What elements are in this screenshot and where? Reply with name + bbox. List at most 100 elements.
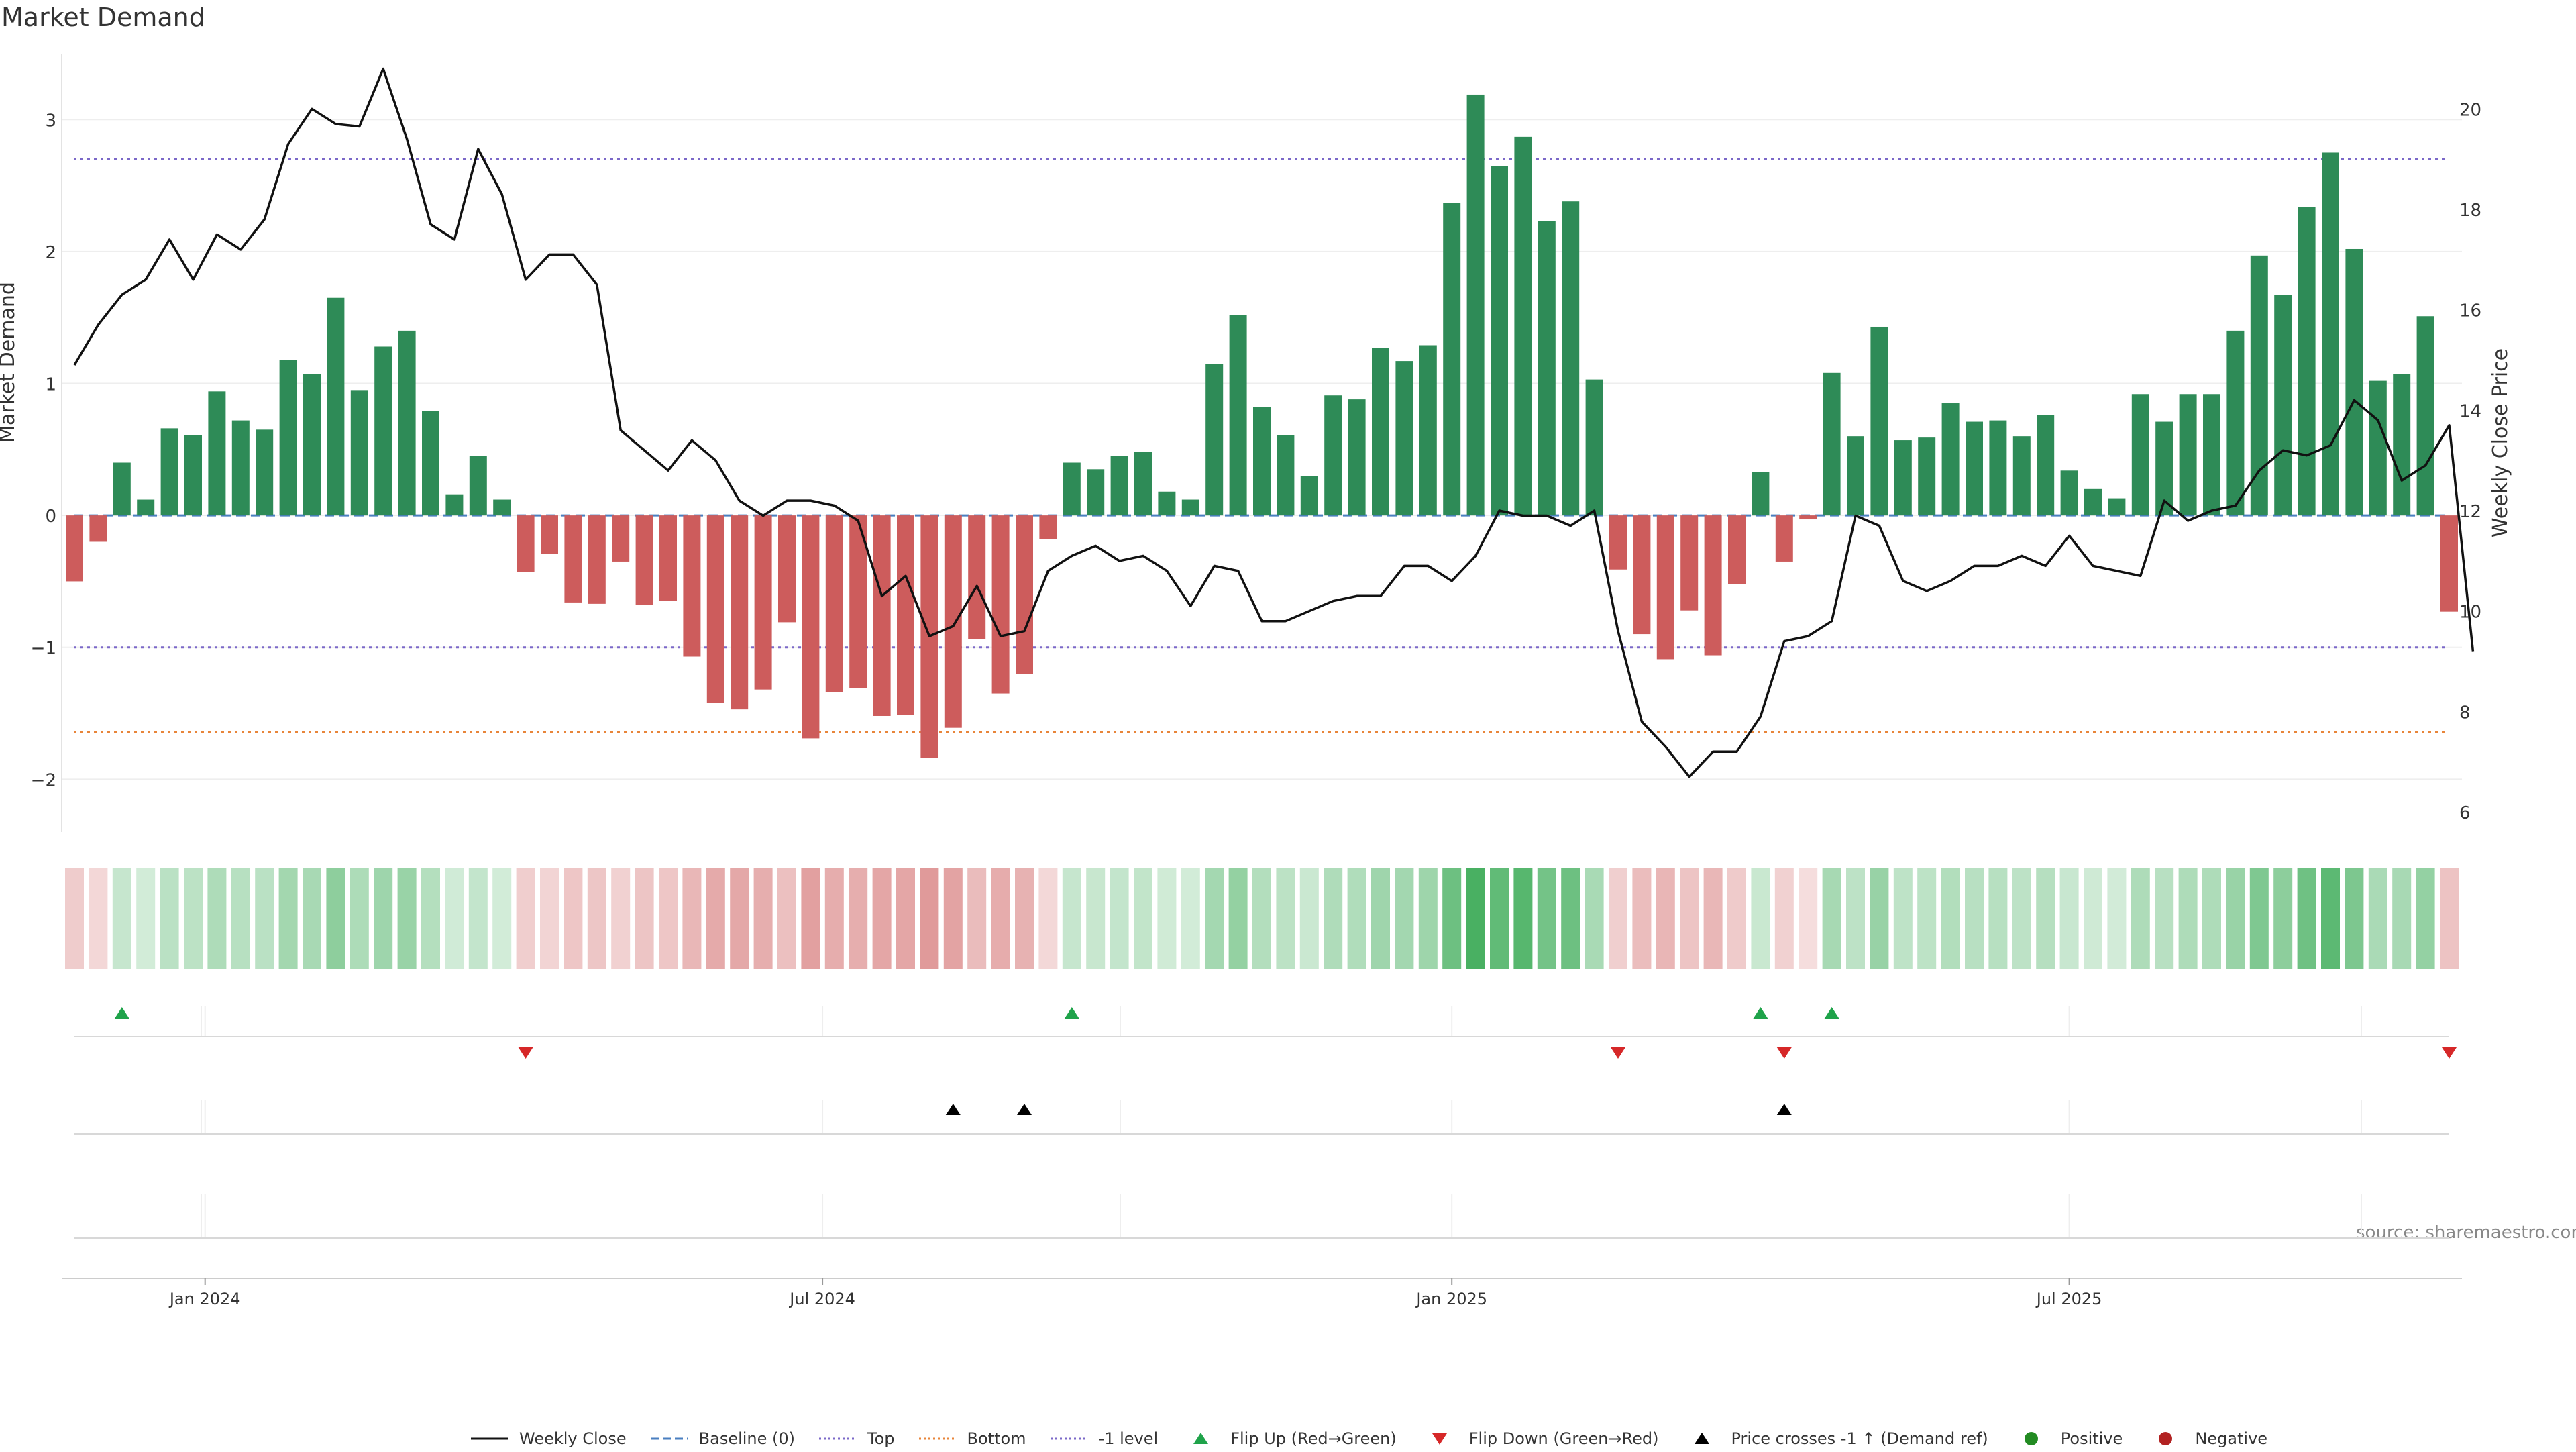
demand-bar <box>1823 372 1841 516</box>
demand-bar <box>1466 94 1485 516</box>
legend-swatch <box>1049 1431 1089 1447</box>
heat-cell <box>991 868 1010 969</box>
demand-bar <box>493 499 511 516</box>
demand-bar <box>1181 499 1199 516</box>
legend-swatch <box>918 1431 958 1447</box>
demand-bar <box>588 515 606 604</box>
demand-bar <box>1491 166 1508 516</box>
demand-bar <box>1562 201 1580 516</box>
heat-cell <box>920 868 939 969</box>
heat-cell <box>1395 868 1414 969</box>
heat-cell <box>1799 868 1818 969</box>
heat-cell <box>445 868 464 969</box>
heat-cell <box>255 868 274 969</box>
heat-cell <box>564 868 583 969</box>
heat-cell <box>65 868 84 969</box>
y2-tick-label: 16 <box>2459 301 2481 321</box>
heat-cell <box>540 868 559 969</box>
heat-cell <box>872 868 892 969</box>
demand-bar <box>445 494 464 516</box>
heat-cell <box>303 868 321 969</box>
legend-swatch <box>2145 1431 2186 1447</box>
legend-item: Top <box>818 1429 895 1448</box>
demand-bar <box>2131 394 2149 516</box>
heat-cell <box>468 868 488 969</box>
heat-cell <box>2321 868 2340 969</box>
y2-tick-label: 14 <box>2459 401 2481 421</box>
heat-cell <box>659 868 678 969</box>
flip-down-marker <box>2442 1047 2457 1059</box>
demand-bar <box>256 429 274 516</box>
heat-cell <box>2059 868 2079 969</box>
legend-item: Baseline (0) <box>649 1429 795 1448</box>
heat-cell <box>1703 868 1723 969</box>
demand-bar <box>327 297 345 516</box>
demand-bar <box>683 515 701 657</box>
demand-bar <box>2179 394 2197 516</box>
heat-cell <box>2107 868 2127 969</box>
legend-item: Weekly Close <box>470 1429 627 1448</box>
demand-bar <box>160 428 178 516</box>
demand-bar <box>2440 515 2458 612</box>
demand-bar <box>1300 476 1318 516</box>
demand-bar <box>1277 435 1295 516</box>
heat-cell <box>421 868 440 969</box>
heat-cell <box>1276 868 1295 969</box>
legend-label: Baseline (0) <box>698 1429 796 1448</box>
y-tick-label: 1 <box>45 375 56 395</box>
demand-bar <box>541 515 558 554</box>
demand-bar <box>1134 452 1152 516</box>
heat-cell <box>2226 868 2245 969</box>
price-cross-marker <box>1017 1104 1032 1115</box>
heat-cell <box>849 868 868 969</box>
heat-cell <box>231 868 250 969</box>
legend-swatch <box>470 1431 510 1447</box>
price-cross-marker <box>1776 1104 1792 1115</box>
demand-bar <box>1372 348 1389 516</box>
heat-cell <box>1252 868 1271 969</box>
legend-swatch <box>1181 1431 1221 1447</box>
heat-cell <box>1181 868 1200 969</box>
x-tick-label: Jan 2024 <box>168 1290 241 1308</box>
flip-up-marker <box>1753 1007 1768 1019</box>
demand-bar <box>1514 136 1532 516</box>
heat-cell <box>516 868 535 969</box>
demand-bar <box>2298 207 2316 516</box>
heat-cell <box>2345 868 2364 969</box>
demand-bar <box>1324 395 1342 516</box>
demand-bar <box>731 515 749 710</box>
y2-tick-label: 20 <box>2459 100 2481 120</box>
demand-bar <box>802 515 820 739</box>
demand-bar <box>1941 403 1960 516</box>
legend-swatch <box>1682 1431 1722 1447</box>
legend-swatch <box>2011 1431 2051 1447</box>
heat-cell <box>1513 868 1533 969</box>
heat-cell <box>2368 868 2387 969</box>
demand-bar <box>1775 515 1793 562</box>
demand-bar <box>137 499 155 516</box>
heat-cell <box>184 868 203 969</box>
demand-bar <box>991 515 1010 694</box>
y2-tick-label: 8 <box>2459 703 2471 723</box>
heat-cell <box>753 868 773 969</box>
y-tick-label: 2 <box>45 243 56 263</box>
demand-bar <box>2060 470 2078 516</box>
demand-bar <box>659 515 677 601</box>
heat-cell <box>1110 868 1129 969</box>
demand-bar <box>231 420 250 516</box>
demand-bar <box>2037 415 2055 516</box>
heat-cell <box>2178 868 2198 969</box>
heat-cell <box>1466 868 1485 969</box>
y-tick-label: −2 <box>31 770 56 790</box>
demand-bar <box>564 515 582 603</box>
chart-title: Market Demand <box>1 3 205 32</box>
heat-cell <box>682 868 702 969</box>
legend-swatch <box>649 1431 690 1447</box>
demand-bar <box>2084 488 2102 516</box>
heat-cell <box>1134 868 1152 969</box>
legend-item: Price crosses -1 ↑ (Demand ref) <box>1682 1429 1988 1448</box>
demand-bar <box>1918 437 1936 516</box>
legend-label: Weekly Close <box>519 1429 627 1448</box>
demand-bar <box>1348 399 1366 516</box>
demand-bar <box>2345 248 2363 516</box>
